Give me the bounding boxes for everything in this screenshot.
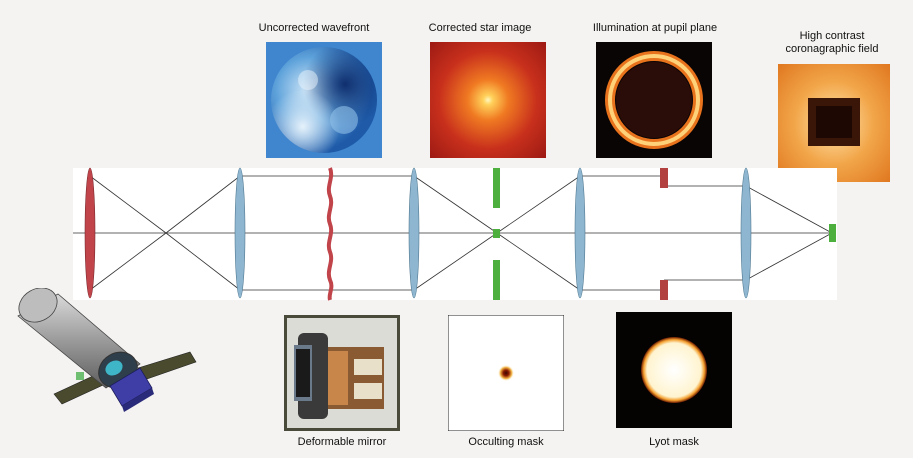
occulting-mask-center [493,229,500,238]
detector [829,224,836,242]
occulting-mask-image [448,315,564,431]
relay-lens-1 [234,167,246,299]
deformable-mirror-element [326,167,334,301]
space-telescope-illustration [17,288,197,412]
primary-lens [84,167,96,299]
deformable-mirror-photo [284,315,400,431]
label-occulting-mask: Occulting mask [468,436,544,448]
corrected-star-image [430,42,546,158]
label-high-contrast-field: High contrast coronagraphic field [770,30,894,56]
relay-lens-4 [740,167,752,299]
label-deformable-mirror: Deformable mirror [297,436,387,448]
label-high-contrast-line1: High contrast [799,30,865,42]
relay-lens-2 [408,167,420,299]
label-corrected-star-image: Corrected star image [428,22,532,34]
occulting-mask-upper [493,168,500,208]
light-rays [73,175,834,291]
uncorrected-wavefront-image [266,42,382,158]
bench-background [73,168,837,300]
relay-lens-3 [574,167,586,299]
lyot-stop-upper [660,168,668,188]
lyot-stop-lower [660,280,668,300]
coronagraphic-field-image [778,64,890,182]
label-high-contrast-line2: coronagraphic field [785,43,879,55]
occulting-mask-lower [493,260,500,300]
label-lyot-mask: Lyot mask [649,436,699,448]
label-uncorrected-wavefront: Uncorrected wavefront [258,22,370,34]
label-illumination-pupil: Illumination at pupil plane [592,22,718,34]
lyot-mask-image [616,312,732,428]
pupil-illumination-image [596,42,712,158]
